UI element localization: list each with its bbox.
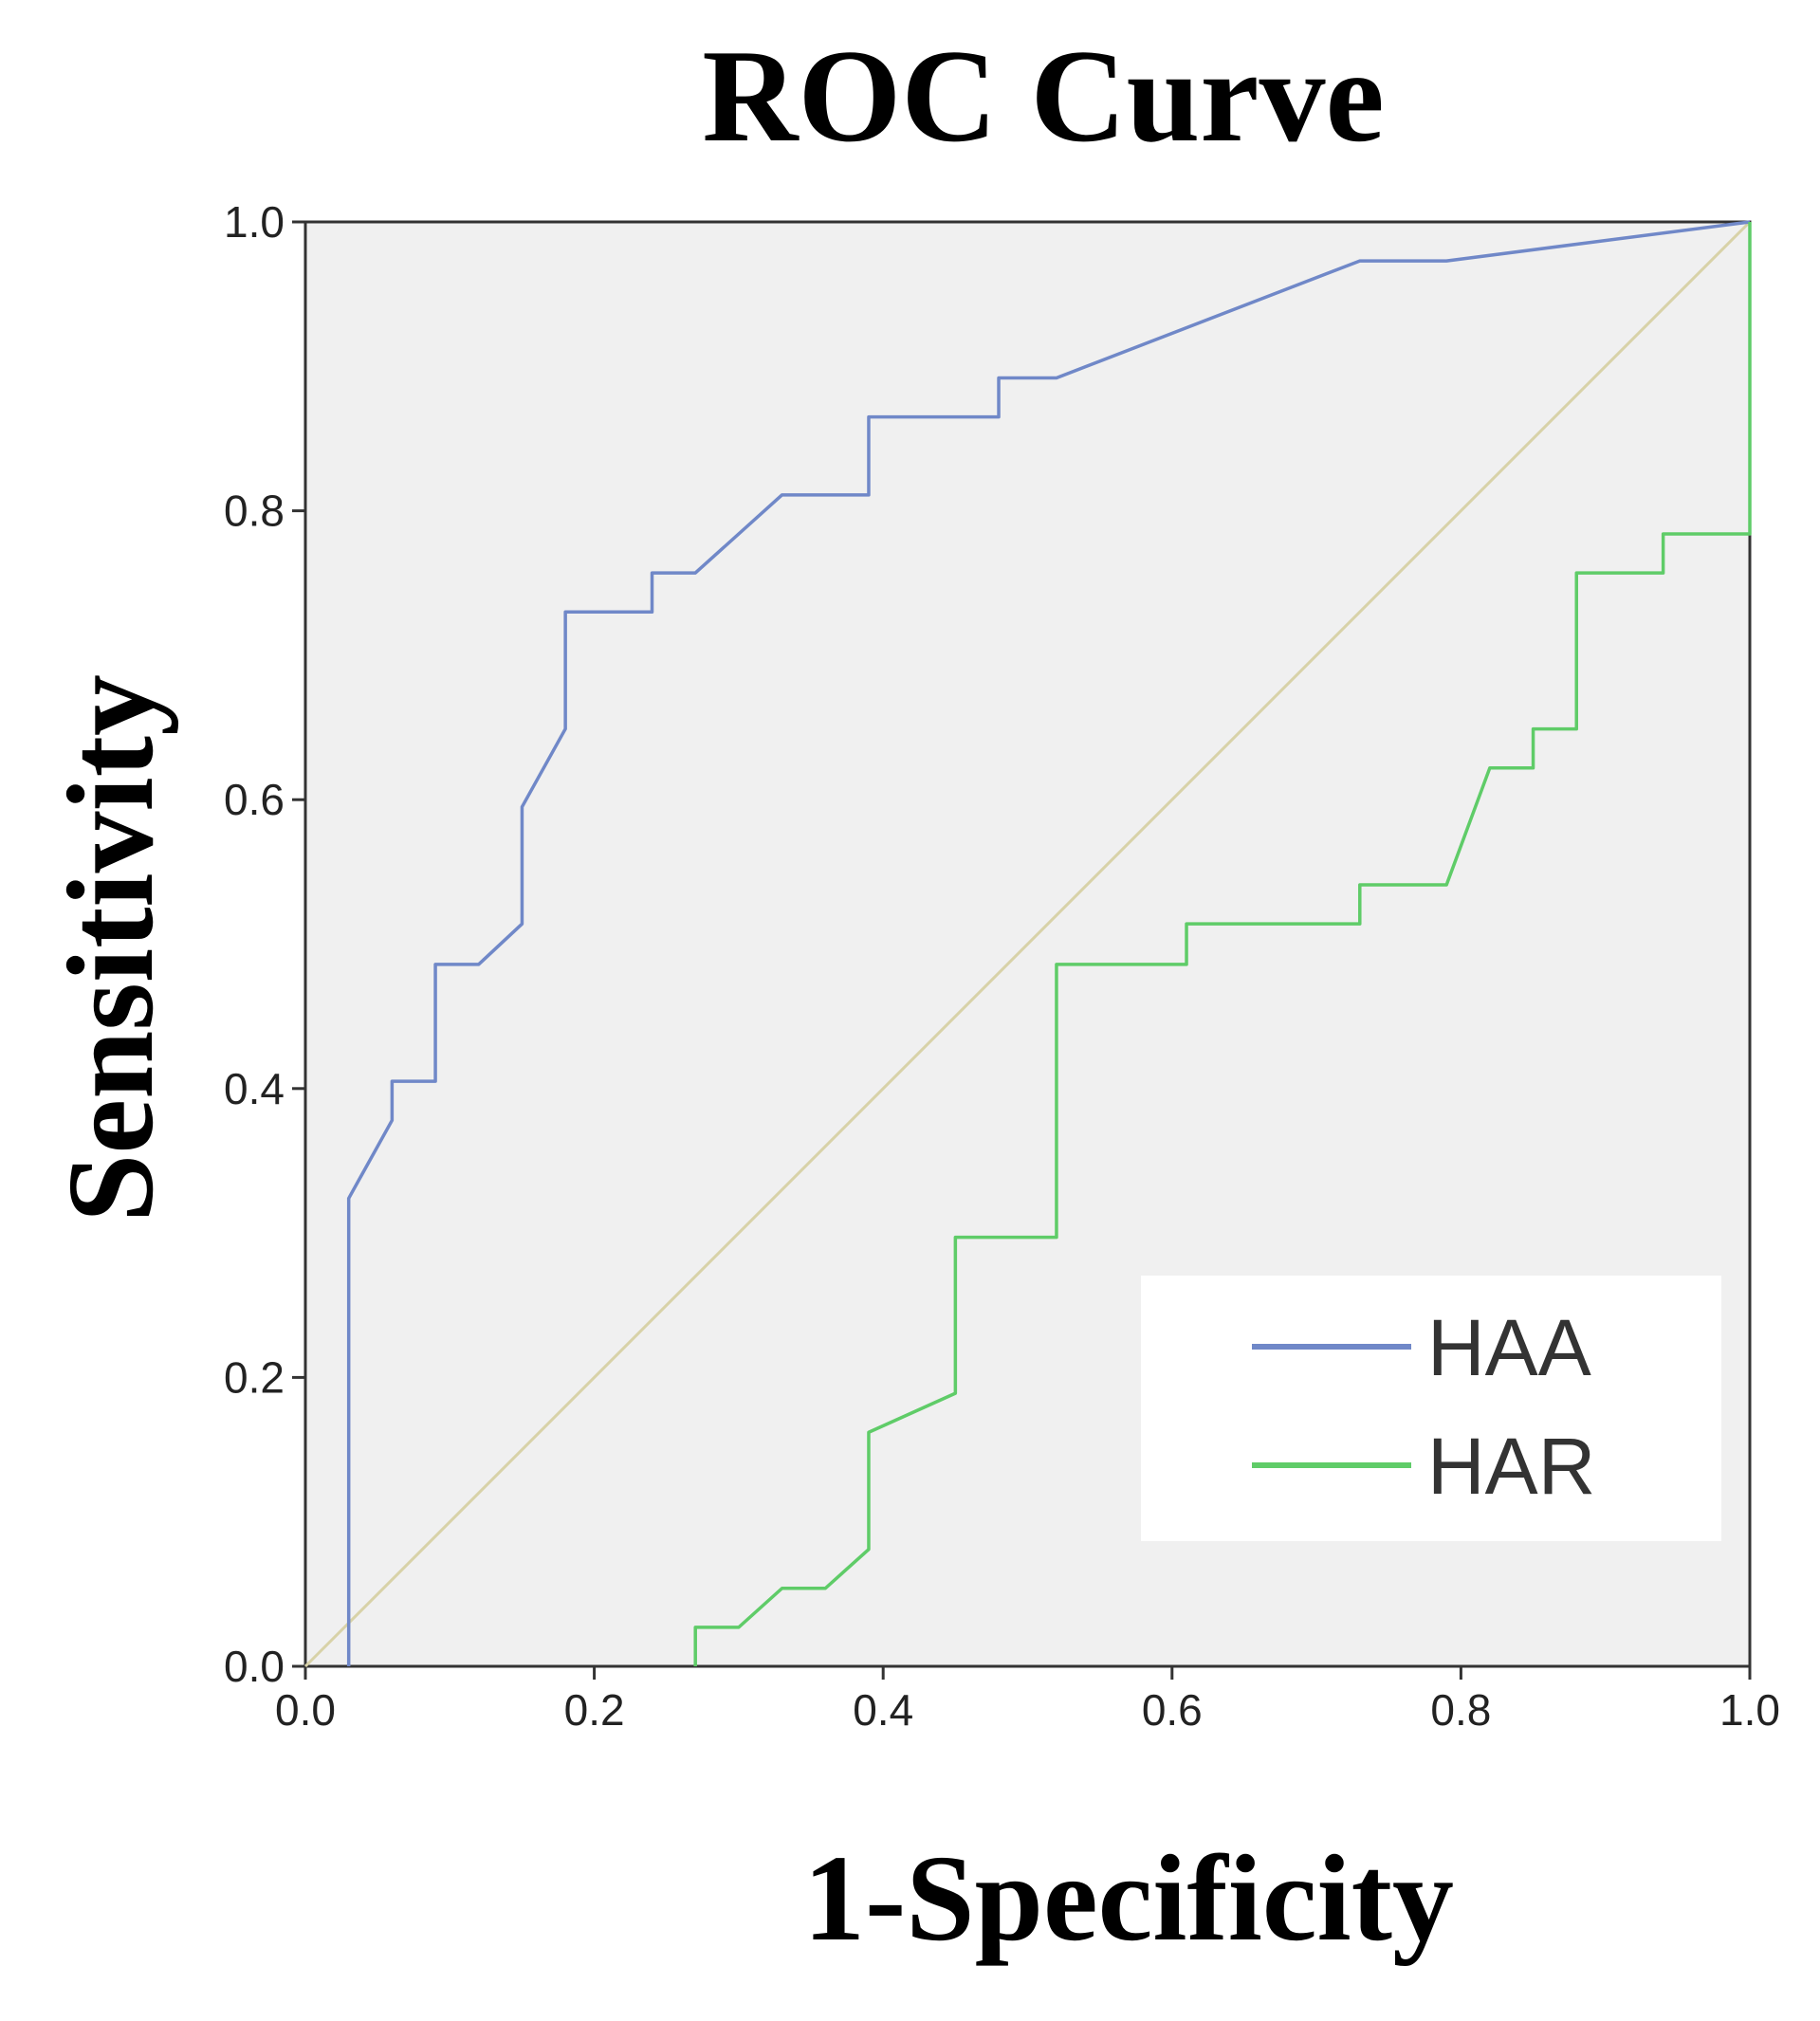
legend: HAA HAR (1141, 1276, 1721, 1541)
y-tick-label: 0.6 (224, 775, 285, 824)
axis-ticks: 0.00.0 0.2 0.2 0.4 0.4 0.6 0.6 0.8 0.8 1.0 1.0 (224, 197, 1780, 1735)
series-line-har (693, 222, 1752, 1666)
x-tick-label: 0.0 (275, 1685, 336, 1735)
x-axis-title: 1-Specificity (803, 1830, 1454, 1967)
y-tick-label: 0.0 (224, 1642, 285, 1691)
y-tick-label: 0.4 (224, 1064, 285, 1113)
series-line-reference-line (303, 220, 1752, 1668)
y-tick-label: 1.0 (224, 197, 285, 247)
legend-box (1141, 1276, 1721, 1541)
x-tick-label: 1.0 (1719, 1685, 1780, 1735)
chart-title: ROC Curve (702, 23, 1384, 170)
legend-label-har: HAR (1427, 1422, 1595, 1511)
x-tick-label: 0.6 (1142, 1685, 1203, 1735)
x-tick-label: 0.8 (1430, 1685, 1491, 1735)
y-tick-label: 0.8 (224, 487, 285, 536)
y-tick-label: 0.2 (224, 1352, 285, 1402)
series-group (303, 220, 1752, 1668)
x-tick-label: 0.2 (564, 1685, 625, 1735)
y-axis-title: Sensitivity (43, 674, 179, 1222)
legend-label-haa: HAA (1427, 1303, 1591, 1392)
x-tick-label: 0.4 (853, 1685, 913, 1735)
series-line-haa (346, 220, 1751, 1666)
